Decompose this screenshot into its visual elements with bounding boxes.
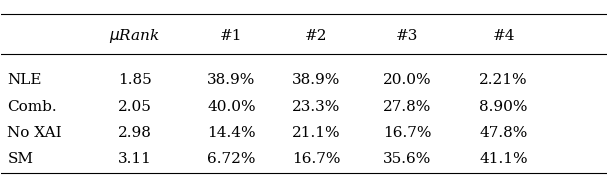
Text: 21.1%: 21.1%	[292, 126, 340, 140]
Text: #4: #4	[492, 29, 515, 43]
Text: 38.9%: 38.9%	[292, 73, 340, 87]
Text: 2.98: 2.98	[117, 126, 151, 140]
Text: 2.21%: 2.21%	[480, 73, 528, 87]
Text: 47.8%: 47.8%	[480, 126, 528, 140]
Text: NLE: NLE	[7, 73, 42, 87]
Text: 14.4%: 14.4%	[207, 126, 256, 140]
Text: 20.0%: 20.0%	[382, 73, 431, 87]
Text: $\mu$Rank: $\mu$Rank	[109, 27, 160, 45]
Text: 27.8%: 27.8%	[382, 100, 431, 114]
Text: 3.11: 3.11	[117, 152, 151, 166]
Text: Comb.: Comb.	[7, 100, 57, 114]
Text: #1: #1	[220, 29, 243, 43]
Text: 8.90%: 8.90%	[480, 100, 528, 114]
Text: 40.0%: 40.0%	[207, 100, 256, 114]
Text: 23.3%: 23.3%	[292, 100, 340, 114]
Text: 38.9%: 38.9%	[207, 73, 255, 87]
Text: 16.7%: 16.7%	[382, 126, 431, 140]
Text: #3: #3	[396, 29, 418, 43]
Text: 6.72%: 6.72%	[207, 152, 255, 166]
Text: #2: #2	[305, 29, 327, 43]
Text: 41.1%: 41.1%	[480, 152, 528, 166]
Text: 1.85: 1.85	[118, 73, 151, 87]
Text: No XAI: No XAI	[7, 126, 62, 140]
Text: 2.05: 2.05	[117, 100, 151, 114]
Text: 16.7%: 16.7%	[292, 152, 340, 166]
Text: SM: SM	[7, 152, 33, 166]
Text: 35.6%: 35.6%	[382, 152, 431, 166]
